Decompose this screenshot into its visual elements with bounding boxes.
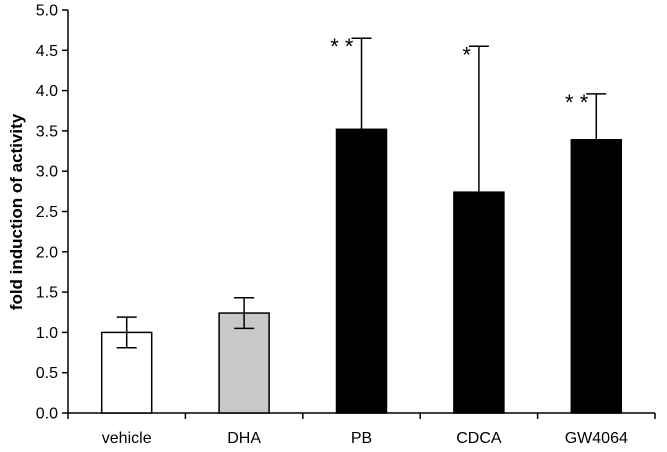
- significance-label: *: [462, 42, 471, 67]
- y-tick-label: 1.0: [36, 325, 58, 342]
- y-tick-label: 0.0: [36, 406, 58, 423]
- x-tick-label: CDCA: [456, 430, 502, 447]
- x-tick-label: GW4064: [565, 430, 628, 447]
- y-tick-label: 5.0: [36, 3, 58, 20]
- bar-cdca: [453, 191, 505, 414]
- y-tick-label: 4.0: [36, 83, 58, 100]
- y-tick-label: 3.5: [36, 123, 58, 140]
- y-axis-title: fold induction of activity: [7, 113, 26, 310]
- x-tick-label: PB: [351, 430, 372, 447]
- plot-area: 0.0 0.5 1.0 1.5 2.0 2.5 3.0 3.5 4.0 4.5 5.0 vehicle…: [36, 3, 656, 447]
- y-tick-label: 4.5: [36, 43, 58, 60]
- y-tick-label: 2.5: [36, 204, 58, 221]
- x-tick-label: DHA: [227, 430, 261, 447]
- y-tick-label: 3.0: [36, 164, 58, 181]
- bar-pb: [335, 128, 388, 414]
- y-tick-label: 0.5: [36, 365, 58, 382]
- bar-gw4064: [570, 139, 623, 414]
- significance-label: * *: [565, 90, 589, 115]
- significance-label: * *: [330, 34, 354, 59]
- y-tick-label: 2.0: [36, 244, 58, 261]
- x-tick-label: vehicle: [102, 430, 152, 447]
- y-tick-label: 1.5: [36, 285, 58, 302]
